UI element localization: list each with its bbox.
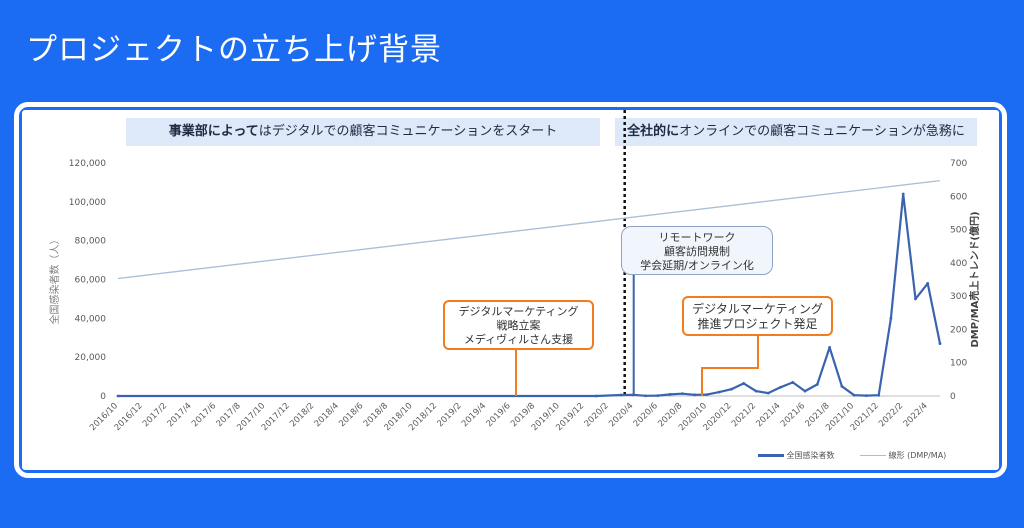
legend: 全国感染者数 <box>758 450 835 461</box>
x-tick-label: 2018/4 <box>313 401 341 429</box>
banner-left: 事業部によってはデジタルでの顧客コミュニケーションをスタート <box>126 118 600 146</box>
chart-svg: 120,000 100,000 80,000 60,000 40,000 20,000 0 7… <box>48 110 981 433</box>
callout-marketing-project-line1: デジタルマーケティング <box>692 302 823 316</box>
y-tick-right: 0 <box>950 392 956 402</box>
callout-marketing-strategy: デジタルマーケティング 戦略立案 メディヴィルさん支援 <box>443 300 594 350</box>
x-tick-label: 2017/6 <box>190 401 218 429</box>
banner-left-bold: 事業部によって <box>168 124 259 139</box>
y-tick-right: 200 <box>950 325 967 335</box>
y-tick-left: 60,000 <box>75 276 107 286</box>
x-tick-label: 2019/6 <box>485 401 513 429</box>
y-tick-left: 120,000 <box>69 159 106 169</box>
chart-frame <box>14 102 1007 478</box>
cases-point <box>644 394 647 398</box>
banner-left-text: はデジタルでの顧客コミュニケーションをスタート <box>258 124 558 139</box>
connector-project <box>701 336 759 396</box>
x-tick-label: 2021/4 <box>754 401 782 429</box>
x-tick-label: 2018/2 <box>288 401 316 429</box>
cases-point <box>914 297 917 301</box>
cases-point <box>889 316 893 320</box>
x-tick-label: 2017/2 <box>141 401 169 429</box>
y-axis-title-left: 全国感染者数（人） <box>48 235 61 325</box>
callout-remote-work-line3: 学会延期/オンライン化 <box>640 259 754 272</box>
cases-point <box>938 342 942 345</box>
cases-point <box>864 394 868 398</box>
x-tick-label: 2019/4 <box>460 401 488 429</box>
callout-marketing-project-line2: 推進プロジェクト発足 <box>697 317 818 331</box>
y-tick-right: 500 <box>950 226 967 236</box>
x-tick-label: 2019/2 <box>435 401 463 429</box>
cases-point <box>742 381 746 385</box>
cases-point <box>717 390 721 394</box>
y-tick-left: 80,000 <box>75 237 107 247</box>
callout-remote-work-line1: リモートワーク <box>658 231 736 244</box>
cases-point <box>828 346 831 349</box>
callout-marketing-strategy-line2: 戦略立案 <box>496 319 541 332</box>
x-tick-label: 2020/2 <box>583 401 611 429</box>
y-tick-right: 600 <box>950 192 967 202</box>
legend-label-cases: 全国感染者数 <box>786 451 835 460</box>
trend-line <box>117 179 941 280</box>
cases-point <box>815 382 819 386</box>
slide-title: プロジェクトの立ち上げ背景 <box>26 32 442 68</box>
cases-point <box>680 392 684 396</box>
y-tick-right: 700 <box>950 159 967 169</box>
cases-point <box>803 389 807 393</box>
y-tick-right: 400 <box>950 259 967 269</box>
cases-point <box>619 393 623 397</box>
x-tick-label: 2017/4 <box>166 401 194 429</box>
cases-point <box>779 385 782 389</box>
x-tick-label: 2022/2 <box>877 401 905 429</box>
cases-point <box>730 387 733 391</box>
cases-point <box>840 384 844 388</box>
banner-right-text: オンラインでの顧客コミュニケーションが急務に <box>679 124 965 139</box>
cases-point <box>668 393 672 396</box>
y-tick-right: 100 <box>950 359 967 369</box>
cases-point <box>693 393 697 397</box>
cases-point <box>656 394 660 398</box>
callout-remote-work-line2: 顧客訪問規制 <box>664 245 730 258</box>
banner-right: 全社的にオンラインでの顧客コミュニケーションが急務に <box>615 118 977 146</box>
legend-trend: 線形 (DMP/MA) <box>860 450 946 461</box>
cases-point <box>766 391 770 395</box>
y-tick-right: 300 <box>950 292 967 302</box>
y-tick-left: 0 <box>100 392 106 402</box>
x-tick-label: 2022/4 <box>902 401 930 429</box>
cases-point <box>791 381 795 384</box>
chart-panel: 事業部によってはデジタルでの顧客コミュニケーションをスタート 全社的にオンライン… <box>22 110 999 470</box>
callout-marketing-strategy-line3: メディヴィルさん支援 <box>463 333 574 346</box>
x-tick-label: 2021/2 <box>730 401 758 429</box>
x-tick-label: 2020/4 <box>607 401 635 429</box>
callout-marketing-strategy-line1: デジタルマーケティング <box>458 305 579 318</box>
y-tick-left: 20,000 <box>75 353 107 363</box>
x-tick-label: 2020/6 <box>632 401 660 429</box>
legend-label-trend: 線形 (DMP/MA) <box>888 451 947 460</box>
cases-point <box>926 281 930 285</box>
cases-point <box>116 394 120 398</box>
cases-point <box>901 192 905 196</box>
callout-remote-work: リモートワーク 顧客訪問規制 学会延期/オンライン化 <box>621 226 773 275</box>
x-tick-label: 2021/6 <box>779 401 807 429</box>
callout-marketing-project: デジタルマーケティング 推進プロジェクト発足 <box>682 296 833 336</box>
cases-point <box>705 393 709 397</box>
legend-swatch-trend <box>860 455 886 456</box>
banner-right-bold: 全社的に <box>627 124 680 139</box>
x-tick-label: 2018/6 <box>337 401 365 429</box>
y-axis-title-right: DMP/MA売上トレンド(億円) <box>968 211 981 347</box>
cases-point <box>595 394 598 398</box>
cases-point <box>754 389 758 393</box>
y-tick-left: 100,000 <box>69 198 106 208</box>
legend-swatch-cases <box>758 454 784 457</box>
cases-point <box>877 393 881 397</box>
y-tick-left: 40,000 <box>75 314 107 324</box>
cases-point <box>852 393 856 397</box>
